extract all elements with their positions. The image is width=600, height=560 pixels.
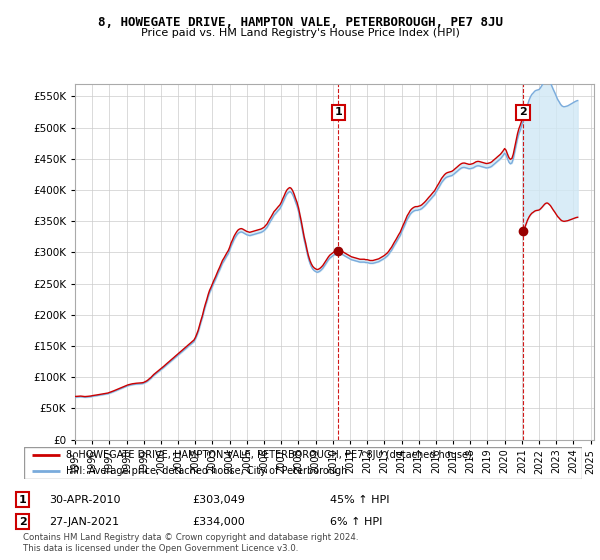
- Text: 8, HOWEGATE DRIVE, HAMPTON VALE, PETERBOROUGH, PE7 8JU (detached house): 8, HOWEGATE DRIVE, HAMPTON VALE, PETERBO…: [66, 450, 472, 460]
- Text: 45% ↑ HPI: 45% ↑ HPI: [330, 494, 389, 505]
- Text: £334,000: £334,000: [192, 517, 245, 527]
- Text: 2: 2: [519, 108, 527, 118]
- Text: 27-JAN-2021: 27-JAN-2021: [49, 517, 119, 527]
- Text: Price paid vs. HM Land Registry's House Price Index (HPI): Price paid vs. HM Land Registry's House …: [140, 28, 460, 38]
- Text: 1: 1: [335, 108, 343, 118]
- Text: 6% ↑ HPI: 6% ↑ HPI: [330, 517, 382, 527]
- Text: 8, HOWEGATE DRIVE, HAMPTON VALE, PETERBOROUGH, PE7 8JU: 8, HOWEGATE DRIVE, HAMPTON VALE, PETERBO…: [97, 16, 503, 29]
- Text: HPI: Average price, detached house, City of Peterborough: HPI: Average price, detached house, City…: [66, 466, 347, 476]
- Text: £303,049: £303,049: [192, 494, 245, 505]
- Text: 30-APR-2010: 30-APR-2010: [49, 494, 121, 505]
- Text: 1: 1: [19, 494, 26, 505]
- Text: 2: 2: [19, 517, 26, 527]
- Text: Contains HM Land Registry data © Crown copyright and database right 2024.
This d: Contains HM Land Registry data © Crown c…: [23, 533, 358, 553]
